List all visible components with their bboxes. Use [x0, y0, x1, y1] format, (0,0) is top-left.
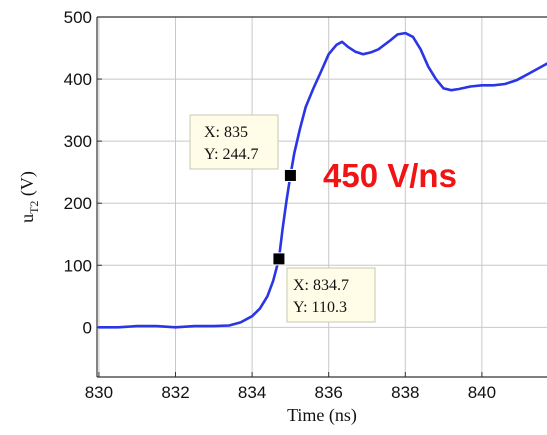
x-tick-label: 836	[315, 383, 343, 402]
datatip-2-y-label: Y: 110.3	[293, 299, 347, 316]
y-tick-labels: 0 100 200 300 400 500	[64, 8, 92, 337]
datatip-1-box	[189, 114, 279, 170]
marker-layer	[272, 168, 297, 266]
axes	[96, 16, 547, 378]
data-marker-2	[272, 252, 286, 266]
x-axis-title: Time (ns)	[287, 405, 357, 426]
x-tick-label: 840	[468, 383, 496, 402]
y-tick-label: 400	[64, 70, 92, 89]
y-axis-title-main: u	[17, 214, 37, 223]
y-tick-label: 100	[64, 256, 92, 275]
series-line-1	[97, 31, 547, 329]
series-layer	[97, 31, 547, 329]
datatip-1-x-label: X: 835	[204, 124, 248, 141]
datatip-2-x-label: X: 834.7	[293, 277, 349, 294]
datatip-2-box	[286, 267, 376, 323]
y-axis-title: uT2 (V)	[17, 171, 41, 223]
slew-rate-annotation: 450 V/ns	[323, 157, 457, 194]
datatip-1: X: 835 Y: 244.7	[189, 114, 279, 170]
y-axis-title-unit: (V)	[17, 171, 38, 201]
x-tick-label: 838	[391, 383, 419, 402]
svg-text:uT2 (V): uT2 (V)	[17, 171, 41, 223]
data-marker-1	[283, 168, 297, 182]
y-axis-title-subscript: T2	[27, 201, 41, 214]
datatip-2: X: 834.7 Y: 110.3	[286, 267, 376, 323]
grid-lines	[97, 16, 547, 377]
datatip-1-y-label: Y: 244.7	[204, 146, 259, 163]
x-tick-label: 830	[85, 383, 113, 402]
y-tick-label: 200	[64, 194, 92, 213]
x-tick-label: 832	[161, 383, 189, 402]
x-tick-labels: 830 832 834 836 838 840	[85, 383, 496, 402]
y-tick-label: 0	[83, 318, 92, 337]
y-tick-label: 300	[64, 132, 92, 151]
y-tick-label: 500	[64, 8, 92, 27]
x-tick-label: 834	[238, 383, 266, 402]
